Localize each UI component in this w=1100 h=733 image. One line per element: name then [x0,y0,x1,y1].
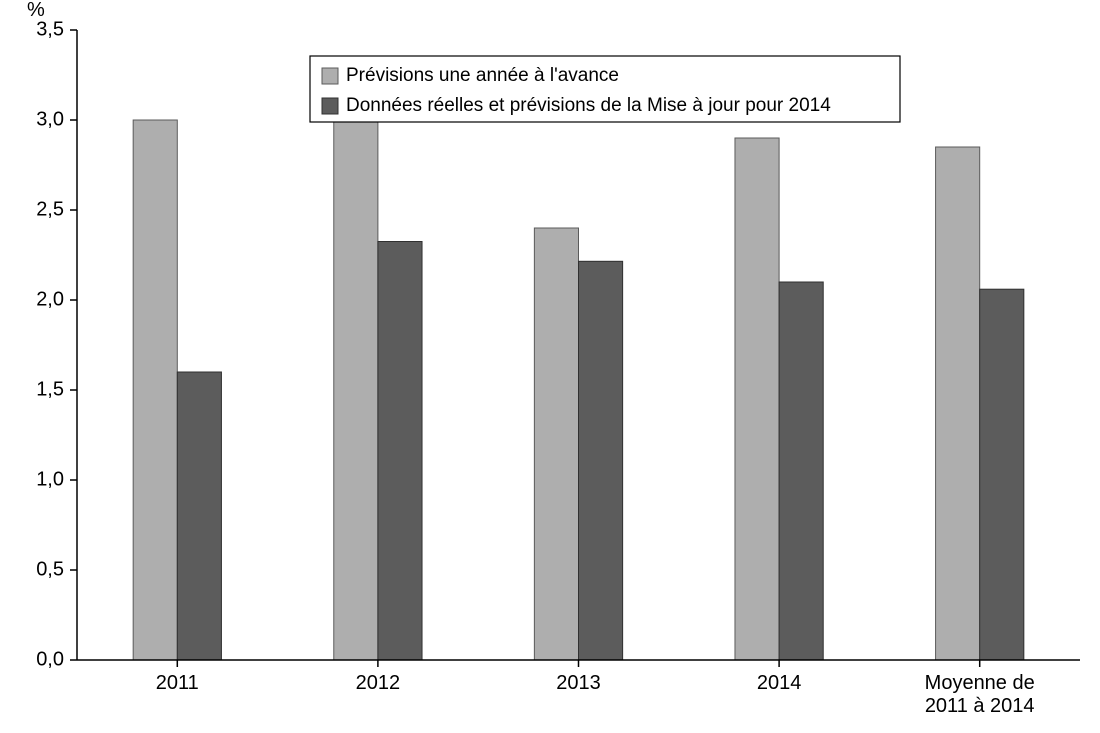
bar [980,289,1024,660]
x-tick-label: 2011 [156,672,199,694]
x-tick-label: Moyenne de2011 à 2014 [925,672,1035,717]
x-tick-label: 2013 [556,672,601,694]
y-axis-title: % [27,0,45,21]
bar [334,102,378,660]
y-tick-label: 1,5 [36,378,64,400]
bar [534,228,578,660]
y-tick-label: 0,0 [36,648,64,670]
legend-label: Données réelles et prévisions de la Mise… [346,95,831,116]
y-tick-label: 1,0 [36,468,64,490]
x-tick-label: 2014 [757,672,802,694]
bar-chart: 0,0 0,5 1,0 1,5 2,0 2,5 3,0 3,5% 2011 2012 2013 201… [0,0,1100,733]
legend-swatch [322,98,338,114]
legend-swatch [322,68,338,84]
bar-chart-container: 0,0 0,5 1,0 1,5 2,0 2,5 3,0 3,5% 2011 2012 2013 201… [0,0,1100,733]
bar [936,147,980,660]
y-tick-label: 3,5 [36,18,64,40]
y-tick-label: 3,0 [36,108,64,130]
y-tick-label: 2,0 [36,288,64,310]
x-tick-label: 2012 [356,672,401,694]
bar [779,282,823,660]
y-tick-label: 0,5 [36,558,64,580]
bar [378,242,422,661]
bar [133,120,177,660]
bar [177,372,221,660]
bar [579,261,623,660]
legend-label: Prévisions une année à l'avance [346,65,619,86]
bar [735,138,779,660]
y-tick-label: 2,5 [36,198,64,220]
